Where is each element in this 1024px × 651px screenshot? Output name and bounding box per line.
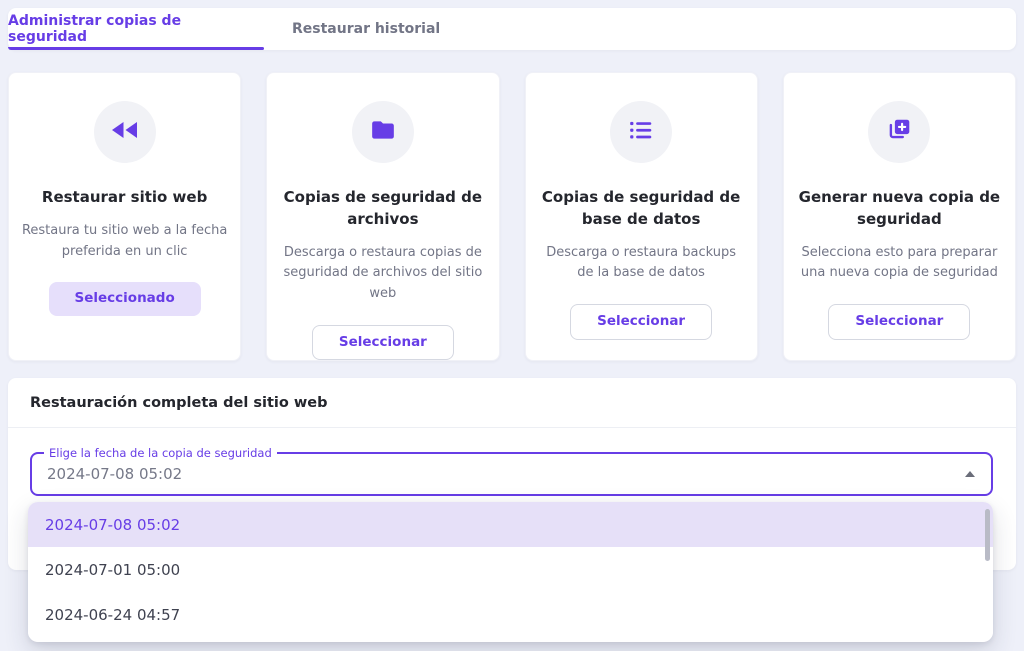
backup-date-dropdown: 2024-07-08 05:02 2024-07-01 05:00 2024-0… [28,502,993,642]
seleccionar-button[interactable]: Seleccionar [828,304,971,340]
dropdown-option[interactable]: 2024-06-24 04:57 [28,592,993,637]
card-title: Restaurar sitio web [41,188,208,206]
icon-circle [351,101,414,163]
icon-circle [93,101,156,163]
icon-circle [610,101,673,163]
card-generar-copia: Generar nueva copia de seguridad Selecci… [782,72,1016,362]
dropdown-option[interactable]: 2024-07-08 05:02 [28,502,993,547]
seleccionar-button[interactable]: Seleccionar [311,324,454,361]
card-copias-base-datos: Copias de seguridad de base de datos Des… [524,72,758,362]
list-icon [628,117,654,147]
card-title: Generar nueva copia de seguridad [798,188,1001,228]
rewind-icon [111,121,138,143]
card-title: Copias de seguridad de archivos [283,188,483,228]
tab-administrar-copias-label: Administrar copias de seguridad [8,13,182,45]
card-description: Descarga o restaura copias de seguridad … [283,244,483,302]
tab-restaurar-historial[interactable]: Restaurar historial [264,8,468,50]
icon-circle [868,101,931,163]
folder-icon [370,117,396,147]
tab-restaurar-historial-label: Restaurar historial [292,21,441,37]
card-restaurar-sitio-web: Restaurar sitio web Restaura tu sitio we… [8,72,242,362]
seleccionar-button[interactable]: Seleccionar [570,304,713,340]
panel-title: Restauración completa del sitio web [8,378,1016,428]
seleccionado-button[interactable]: Seleccionado [48,282,201,316]
caret-up-icon[interactable] [965,471,975,477]
backup-date-select-value: 2024-07-08 05:02 [47,465,183,483]
tab-bar: Administrar copias de seguridad Restaura… [8,8,1016,50]
dropdown-option[interactable]: 2024-07-01 05:00 [28,547,993,592]
dropdown-scrollbar[interactable] [985,509,990,561]
card-description: Descarga o restaura backups de la base d… [546,244,737,281]
backup-date-select[interactable]: Elige la fecha de la copia de seguridad … [30,446,993,496]
card-description: Selecciona esto para preparar una nueva … [800,244,998,281]
card-description: Restaura tu sitio web a la fecha preferi… [21,222,228,259]
copy-plus-icon [886,117,912,147]
tab-administrar-copias[interactable]: Administrar copias de seguridad [8,8,264,50]
card-copias-archivos: Copias de seguridad de archivos Descarga… [266,72,500,362]
backup-date-field-wrap: Elige la fecha de la copia de seguridad … [30,446,993,496]
backup-option-cards: Restaurar sitio web Restaura tu sitio we… [8,72,1016,362]
card-title: Copias de seguridad de base de datos [541,188,741,228]
backup-date-select-label: Elige la fecha de la copia de seguridad [44,446,277,461]
